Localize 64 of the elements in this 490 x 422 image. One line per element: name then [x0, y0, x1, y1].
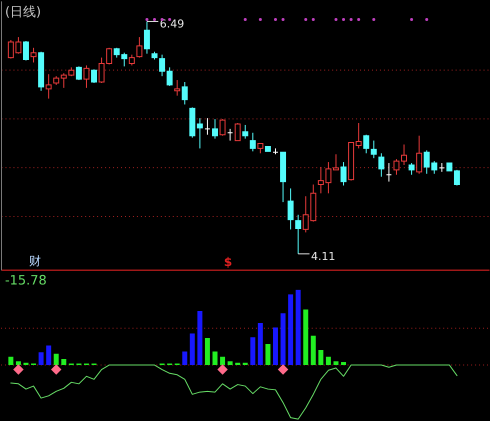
bar [46, 346, 52, 366]
candlestick [114, 47, 120, 58]
candlestick [46, 74, 52, 100]
candlestick [386, 162, 392, 182]
text: 4.11 [311, 250, 336, 263]
bar [228, 361, 233, 366]
bar [303, 309, 308, 366]
candlestick [408, 162, 415, 176]
candlestick [302, 196, 309, 233]
bar [54, 354, 59, 366]
bar [16, 361, 21, 366]
bar [61, 359, 66, 366]
candlestick [182, 82, 188, 105]
bar [273, 327, 278, 366]
bar [296, 290, 301, 366]
candlestick [424, 150, 430, 174]
candlestick [128, 54, 135, 66]
bar [197, 310, 202, 366]
chart-title: -15.78 [4, 274, 47, 289]
annotation: 财 [28, 254, 41, 268]
text: 6.49 [160, 17, 184, 30]
bar [212, 352, 218, 366]
text: $ [224, 254, 232, 269]
candlestick [212, 118, 218, 140]
bar [8, 356, 14, 366]
bar [326, 356, 331, 366]
candlestick [250, 132, 256, 152]
bar [190, 333, 195, 366]
candlestick [204, 118, 210, 136]
candlestick [370, 140, 377, 159]
bar [318, 350, 324, 366]
candlestick [288, 188, 294, 230]
candlestick [378, 152, 384, 178]
candlestick [174, 80, 180, 96]
candlestick [363, 134, 370, 154]
candlestick [83, 64, 90, 88]
chart-title: (日线) [4, 4, 42, 20]
bar [280, 313, 286, 366]
candlestick [30, 47, 37, 63]
candlestick [76, 66, 82, 81]
bar [265, 344, 270, 366]
bar [288, 294, 294, 366]
candlestick [295, 214, 302, 254]
candlestick [227, 128, 234, 142]
bar [38, 352, 44, 366]
bar [258, 322, 263, 366]
bar [204, 338, 210, 366]
candlestick [234, 122, 241, 142]
candlestick [220, 118, 226, 136]
candlestick [121, 52, 128, 67]
candlestick [91, 68, 98, 84]
candlestick [136, 36, 142, 58]
bar [182, 352, 188, 366]
bar [310, 336, 316, 366]
candlestick [22, 40, 29, 62]
candlestick [431, 160, 438, 174]
candlestick [438, 162, 445, 172]
candlestick [340, 162, 347, 186]
bar [220, 356, 226, 366]
bar [333, 361, 338, 366]
candlestick [257, 143, 264, 154]
bar [250, 337, 256, 366]
bar [341, 362, 346, 366]
candlestick [416, 135, 422, 174]
